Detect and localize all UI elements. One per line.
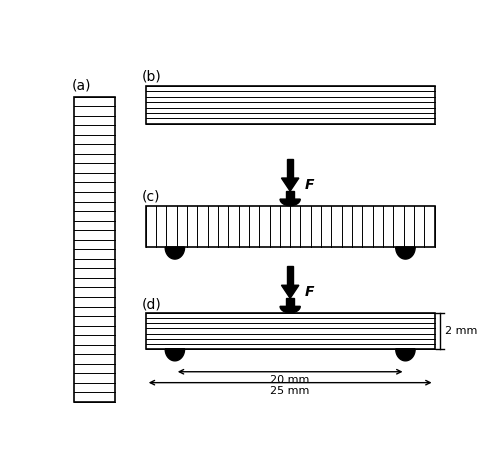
Polygon shape bbox=[165, 349, 184, 361]
Bar bbox=[146, 86, 434, 124]
Text: 20 mm: 20 mm bbox=[270, 375, 310, 385]
Polygon shape bbox=[280, 306, 300, 313]
Polygon shape bbox=[286, 298, 294, 306]
Polygon shape bbox=[165, 247, 184, 259]
Text: (a): (a) bbox=[72, 79, 92, 93]
Bar bbox=[146, 313, 434, 349]
Text: (b): (b) bbox=[142, 70, 162, 84]
Text: 2 mm: 2 mm bbox=[445, 326, 478, 336]
Text: 25 mm: 25 mm bbox=[270, 386, 310, 396]
Text: (c): (c) bbox=[142, 190, 161, 204]
Polygon shape bbox=[280, 199, 300, 206]
Polygon shape bbox=[396, 349, 415, 361]
Polygon shape bbox=[287, 266, 294, 285]
Bar bbox=[74, 97, 115, 402]
Polygon shape bbox=[396, 247, 415, 259]
Text: F: F bbox=[304, 177, 314, 192]
Polygon shape bbox=[287, 159, 294, 178]
Bar bbox=[146, 206, 434, 247]
Text: (d): (d) bbox=[142, 297, 162, 311]
Polygon shape bbox=[282, 178, 299, 191]
Polygon shape bbox=[286, 191, 294, 199]
Text: F: F bbox=[304, 285, 314, 299]
Polygon shape bbox=[282, 285, 299, 298]
